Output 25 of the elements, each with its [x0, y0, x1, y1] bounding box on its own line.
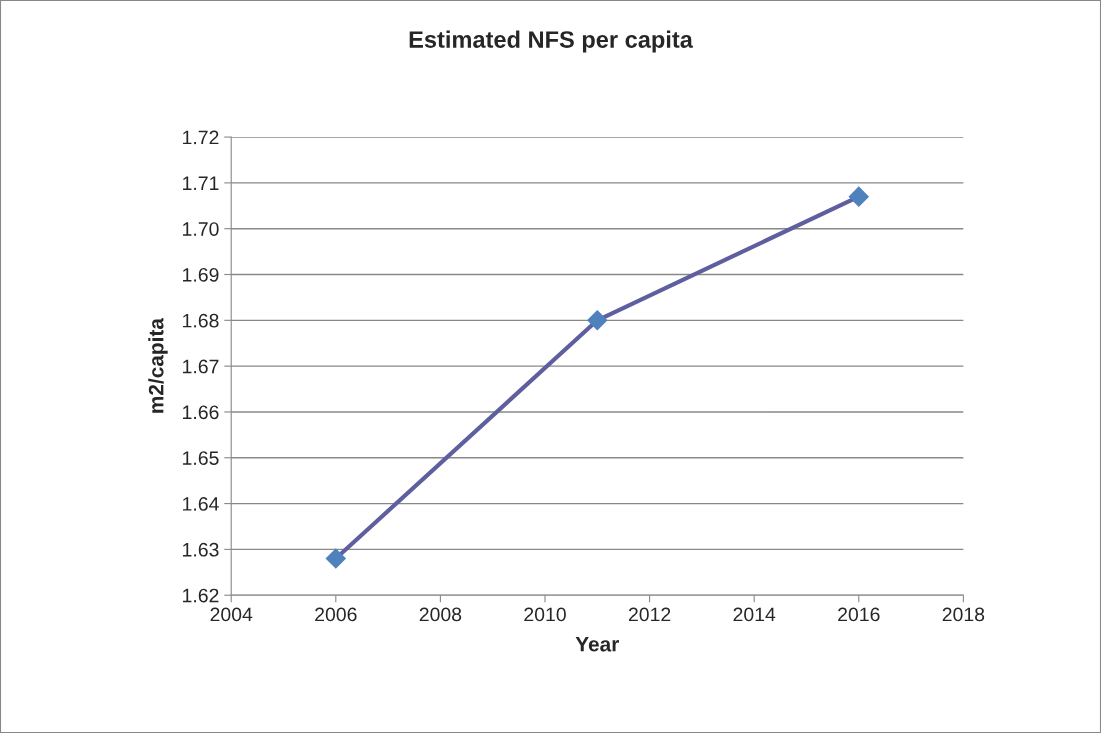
x-tick-label: 2016 [838, 607, 880, 622]
y-tick-label: 1.63 [183, 542, 219, 557]
point [848, 186, 870, 207]
y-tick-label: 1.71 [183, 176, 219, 190]
y-tick-label: 1.72 [183, 130, 219, 145]
y-axis-title: m2/capita [148, 317, 168, 413]
x-tick-label: 2018 [942, 607, 985, 622]
y-tick-label: 1.66 [183, 405, 219, 420]
y-tick-label: 1.64 [183, 497, 219, 511]
chart-title: Estimated NFS per capita [409, 30, 694, 53]
x-axis-title: Year [575, 637, 619, 652]
y-tick-label: 1.69 [183, 267, 219, 282]
x-tick-label: 2004 [210, 607, 253, 622]
y-tick-label: 1.65 [183, 451, 219, 465]
y-tick-label: 1.68 [183, 313, 219, 328]
x-tick-label: 2010 [524, 607, 566, 622]
y-tick-label: 1.70 [183, 222, 219, 236]
x-tick-label: 2008 [419, 607, 462, 622]
y-tick-label: 1.62 [183, 588, 219, 603]
x-tick-label: 2014 [733, 607, 776, 622]
point [586, 310, 608, 331]
y-tick-label: 1.67 [183, 359, 219, 374]
point [325, 548, 347, 569]
x-tick-label: 2006 [315, 607, 357, 622]
x-tick-label: 2012 [628, 607, 671, 622]
